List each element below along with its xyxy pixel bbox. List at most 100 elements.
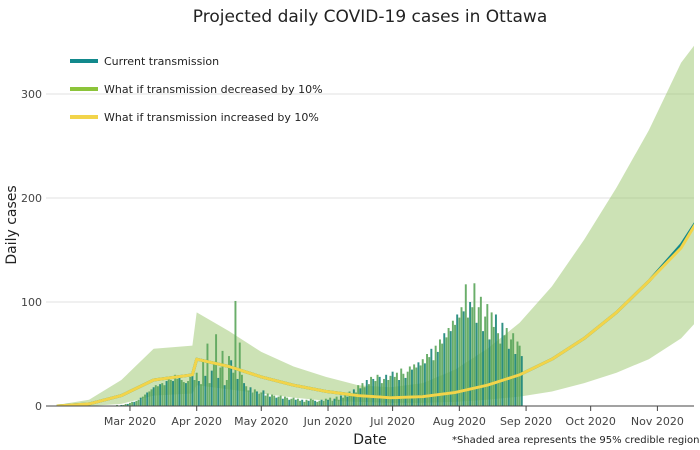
observed-bar (516, 341, 519, 406)
observed-bar (512, 333, 515, 406)
observed-bar (395, 372, 398, 406)
observed-bar (402, 373, 405, 406)
observed-bar (223, 385, 226, 406)
credible-band (56, 45, 694, 406)
observed-bar (520, 356, 523, 406)
observed-bar (464, 284, 467, 406)
observed-bar (492, 326, 495, 406)
observed-bar (283, 396, 286, 406)
observed-bar (389, 375, 392, 406)
chart-title: Projected daily COVID-19 cases in Ottawa (193, 7, 548, 27)
observed-bar (378, 376, 381, 406)
observed-bar (219, 367, 222, 406)
observed-bar (165, 381, 168, 406)
observed-bar (460, 307, 463, 406)
observed-bar (120, 404, 123, 406)
observed-bar (314, 400, 317, 406)
observed-bar (126, 403, 129, 406)
observed-bar (146, 392, 149, 406)
legend[interactable]: Current transmission What if transmission… (70, 55, 323, 124)
y-tick-label: 0 (35, 400, 42, 413)
observed-bar (466, 317, 469, 406)
observed-bar (133, 401, 136, 406)
observed-bar (202, 359, 205, 406)
observed-bar (411, 369, 413, 406)
observed-bar (288, 399, 291, 406)
observed-bar (277, 396, 280, 406)
observed-bar (342, 397, 345, 406)
observed-bar (324, 398, 327, 406)
observed-bar (152, 387, 155, 406)
observed-bar (501, 322, 504, 406)
observed-bar (178, 376, 181, 406)
observed-bar (221, 350, 224, 406)
observed-bar (275, 397, 278, 406)
observed-bar (197, 381, 200, 406)
observed-bar (208, 383, 211, 406)
observed-bar (344, 393, 347, 406)
observed-bar (423, 363, 426, 406)
observed-bar (484, 316, 487, 406)
observed-bar (430, 348, 433, 406)
observed-bar (230, 360, 233, 406)
x-tick-label: Apr 2020 (171, 415, 222, 428)
observed-bar (212, 363, 215, 406)
observed-bar (305, 399, 308, 406)
axes: Mar 2020 Apr 2020 May 2020 Jun 2020 Jul 2020… (46, 405, 694, 428)
observed-bar (249, 387, 252, 406)
observed-bar (494, 314, 497, 406)
observed-bar (339, 395, 342, 406)
observed-bar (316, 401, 319, 406)
observed-bar (236, 378, 239, 406)
observed-bar (451, 320, 454, 406)
observed-bar (260, 392, 263, 406)
observed-bar (271, 394, 274, 406)
observed-bar (445, 337, 448, 406)
observed-bar (247, 390, 250, 406)
legend-label[interactable]: What if transmission decreased by 10% (104, 83, 323, 96)
observed-bar (393, 376, 396, 406)
observed-bar (438, 339, 441, 406)
observed-bar (432, 360, 435, 406)
observed-bar (137, 399, 140, 406)
observed-bar (471, 307, 474, 406)
observed-bar (232, 372, 235, 406)
legend-label[interactable]: What if transmission increased by 10% (104, 111, 319, 124)
observed-bar (311, 399, 314, 406)
observed-bar (301, 399, 304, 406)
observed-bar (408, 366, 411, 406)
observed-bar (473, 283, 476, 406)
x-axis-label: Date (353, 432, 386, 448)
observed-bar (479, 296, 482, 406)
observed-bar (486, 304, 489, 406)
observed-bar (434, 345, 437, 406)
observed-bar (169, 380, 172, 406)
observed-bar (488, 339, 491, 406)
observed-bar (215, 334, 218, 406)
observed-bar (333, 398, 336, 406)
observed-bar (447, 328, 450, 406)
observed-bar (139, 397, 142, 406)
observed-bar (193, 380, 196, 406)
observed-bar (182, 382, 185, 406)
observed-bar (290, 398, 293, 406)
observed-bar (204, 375, 207, 406)
observed-bar (184, 383, 187, 406)
x-tick-label: Jul 2020 (369, 415, 415, 428)
observed-bar (318, 400, 321, 406)
observed-bar (189, 376, 192, 406)
legend-label[interactable]: Current transmission (104, 55, 219, 68)
observed-bar (331, 400, 334, 406)
observed-bar (365, 380, 368, 406)
observed-bar (477, 307, 480, 406)
observed-bar (245, 386, 248, 406)
observed-bar (355, 392, 357, 406)
observed-bar (154, 385, 157, 406)
observed-bar (131, 401, 134, 406)
observed-bar (428, 357, 431, 406)
observed-bar (458, 317, 461, 406)
observed-bar (195, 372, 198, 406)
observed-bar (426, 354, 429, 406)
observed-bar (172, 381, 174, 406)
